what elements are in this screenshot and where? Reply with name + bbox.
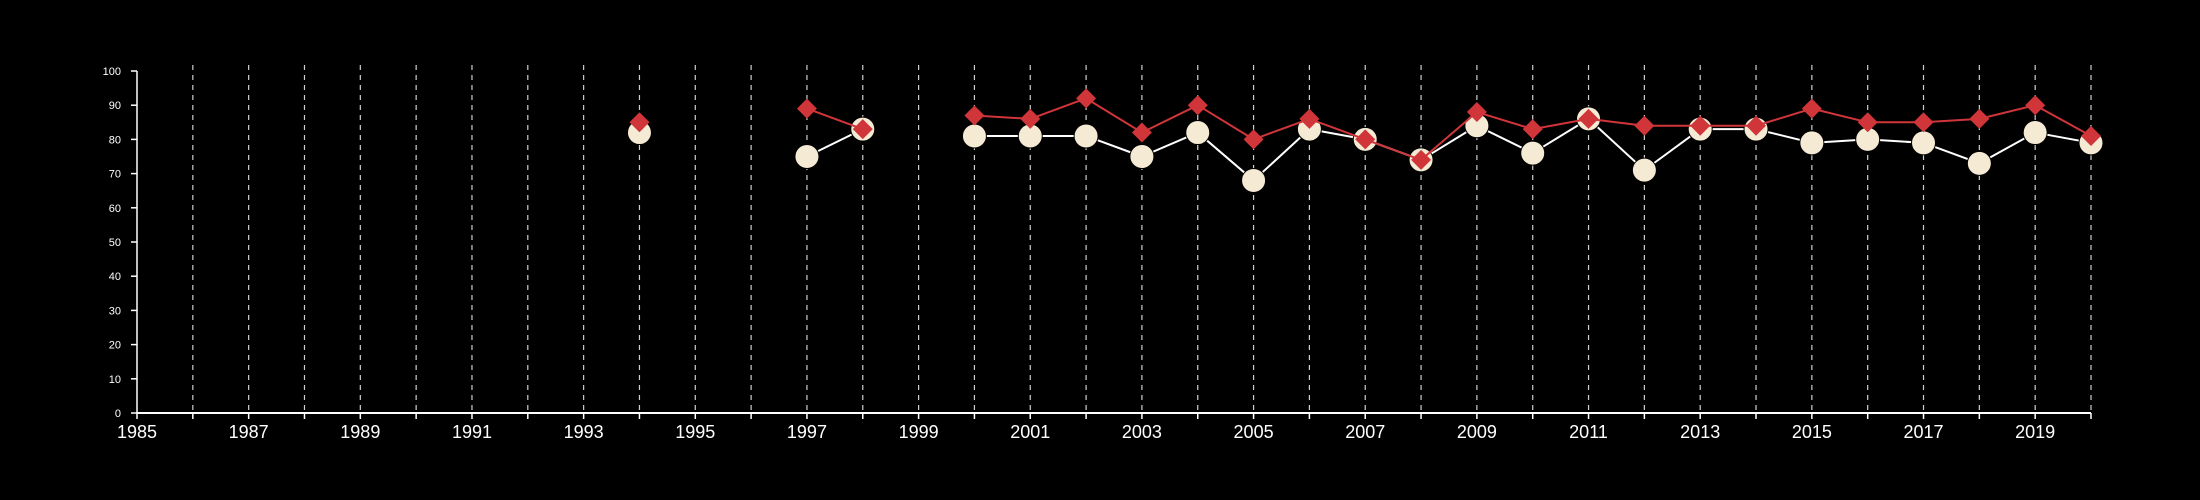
series-line-segment <box>1420 111 1478 161</box>
diamond-marker <box>1187 95 1208 116</box>
series-line-segment <box>1029 97 1087 120</box>
x-tick-label: 2015 <box>1792 422 1832 442</box>
circle-marker <box>1073 123 1099 149</box>
diamond-marker <box>1690 115 1711 136</box>
diamond-marker <box>1578 108 1599 129</box>
x-tick-label: 2007 <box>1345 422 1385 442</box>
x-tick-label: 2003 <box>1122 422 1162 442</box>
circle-marker <box>1241 167 1267 193</box>
diamond-marker <box>1355 129 1376 150</box>
x-tick-label: 1991 <box>452 422 492 442</box>
x-tick-label: 2001 <box>1010 422 1050 442</box>
circle-marker <box>1631 157 1657 183</box>
series-line-segment <box>1587 118 1646 171</box>
x-tick-label: 1989 <box>340 422 380 442</box>
diamond-marker <box>852 119 873 140</box>
circle-marker <box>1185 120 1211 146</box>
x-tick-label: 1987 <box>229 422 269 442</box>
circle-marker <box>1520 140 1546 166</box>
diamond-marker <box>964 105 985 126</box>
y-tick-label: 40 <box>109 271 121 283</box>
diamond-marker <box>1746 115 1767 136</box>
x-tick-label: 1995 <box>675 422 715 442</box>
diamond-marker <box>1969 108 1990 129</box>
x-tick-label: 2011 <box>1569 422 1608 442</box>
y-tick-label: 90 <box>109 100 121 112</box>
diamond-marker <box>629 112 650 133</box>
diamond-marker <box>1522 119 1543 140</box>
diamond-marker <box>1913 112 1934 133</box>
x-tick-label: 2013 <box>1680 422 1720 442</box>
y-tick-label: 100 <box>103 66 121 78</box>
y-tick-label: 10 <box>109 374 121 386</box>
series-line-segment <box>2034 104 2092 137</box>
series-line-segment <box>1252 128 1311 182</box>
circle-marker <box>961 123 987 149</box>
diamond-marker <box>1411 149 1432 170</box>
circle-marker <box>1799 130 1825 156</box>
x-tick-label: 1985 <box>117 422 157 442</box>
y-tick-label: 20 <box>109 340 121 352</box>
series-layer <box>626 88 2104 193</box>
x-tick-label: 1999 <box>899 422 939 442</box>
diamond-marker <box>1801 98 1822 119</box>
grid-layer <box>192 65 2092 413</box>
diamond-marker <box>1466 102 1487 123</box>
series-line-segment <box>1197 104 1255 141</box>
circle-marker <box>794 144 820 169</box>
series-line-segment <box>1476 111 1534 131</box>
series-line-segment <box>1811 107 1868 124</box>
x-tick-label: 2005 <box>1234 422 1274 442</box>
diamond-marker <box>1020 108 1041 129</box>
diamond-marker <box>1131 122 1152 143</box>
diamond-marker <box>1299 108 1320 129</box>
diamond-marker <box>2025 95 2046 116</box>
y-tick-label: 80 <box>109 134 121 146</box>
x-tick-label: 2019 <box>2015 422 2055 442</box>
y-tick-label: 70 <box>109 169 121 181</box>
series-line-segment <box>1755 107 1813 127</box>
y-tick-label: 60 <box>109 203 121 215</box>
series-line-segment <box>1085 97 1143 134</box>
series-line-segment <box>1253 117 1310 141</box>
y-tick-label: 50 <box>109 237 121 249</box>
circle-marker <box>1911 130 1937 156</box>
y-tick-label: 0 <box>115 408 121 420</box>
x-tick-label: 1993 <box>564 422 604 442</box>
circle-marker <box>1966 150 1992 176</box>
series-line-segment <box>1979 104 2036 120</box>
diamond-marker <box>1857 112 1878 133</box>
circle-marker <box>2022 120 2048 146</box>
diamond-marker <box>796 98 817 119</box>
circle-marker <box>1129 144 1155 169</box>
x-tick-label: 2009 <box>1457 422 1497 442</box>
series-2 <box>629 88 2101 170</box>
y-tick-label: 30 <box>109 305 121 317</box>
diamond-marker <box>2081 125 2101 146</box>
diamond-marker <box>1076 88 1097 109</box>
diamond-marker <box>1634 115 1655 136</box>
diamond-marker <box>1243 129 1264 150</box>
series-line-segment <box>1309 117 1366 141</box>
axis-layer: 0 10 20 30 40 50 60 70 80 90 100 1985 1987 1989 1991 19… <box>103 66 2092 442</box>
series-line-segment <box>1141 104 1199 134</box>
series-line-segment <box>1364 138 1422 161</box>
series-line-segment <box>1588 117 1645 127</box>
series-line-segment <box>1532 117 1589 131</box>
x-tick-label: 1997 <box>787 422 827 442</box>
x-tick-label: 2017 <box>1903 422 1943 442</box>
series-line-segment <box>806 107 864 131</box>
